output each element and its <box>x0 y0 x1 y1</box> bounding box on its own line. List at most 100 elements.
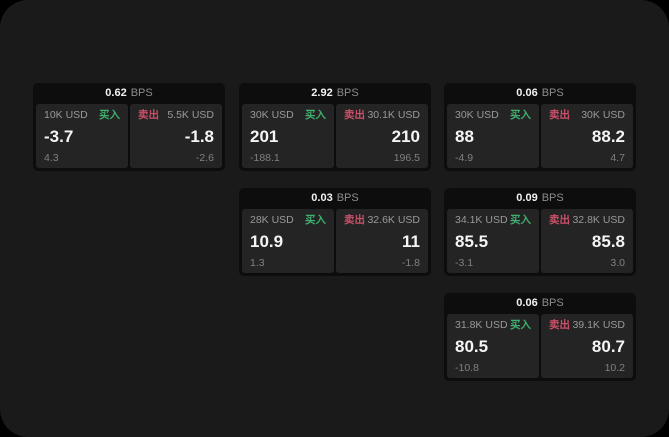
buy-price: -3.7 <box>44 126 74 146</box>
buy-panel-header: 30K USD 买入 <box>455 110 531 121</box>
sell-amount: 32.6K USD <box>367 214 420 226</box>
sell-sub-value: -2.6 <box>195 151 214 164</box>
buy-price: 85.5 <box>455 231 489 251</box>
sell-panel-header: 卖出 5.5K USD <box>138 110 214 121</box>
sell-side-label: 卖出 <box>549 109 570 121</box>
buy-panel[interactable]: 30K USD 买入 88 -4.9 <box>447 104 539 168</box>
buy-panel[interactable]: 34.1K USD 买入 85.5 -3.1 <box>447 209 539 273</box>
bps-value: 0.62 <box>105 87 127 99</box>
buy-panel-header: 30K USD 买入 <box>250 110 326 121</box>
quote-card[interactable]: 0.62 BPS 10K USD 买入 -3.7 4.3 卖出 5.5K USD… <box>33 83 225 171</box>
card-header: 2.92 BPS <box>239 83 431 104</box>
sell-side-label: 卖出 <box>344 109 365 121</box>
sell-panel-header: 卖出 32.8K USD <box>549 215 625 226</box>
buy-amount: 30K USD <box>250 109 294 121</box>
card-body: 30K USD 买入 201 -188.1 卖出 30.1K USD 210 1… <box>239 104 431 171</box>
sell-side-label: 卖出 <box>344 214 365 226</box>
bps-value: 0.06 <box>516 297 538 309</box>
sell-price: 88.2 <box>591 126 625 146</box>
card-header: 0.06 BPS <box>444 83 636 104</box>
bps-value: 0.06 <box>516 87 538 99</box>
card-header: 0.62 BPS <box>33 83 225 104</box>
buy-price: 88 <box>455 126 474 146</box>
buy-side-label: 买入 <box>510 214 531 226</box>
sell-panel-header: 卖出 30.1K USD <box>344 110 420 121</box>
sell-amount: 30K USD <box>581 109 625 121</box>
sell-panel-header: 卖出 30K USD <box>549 110 625 121</box>
buy-panel[interactable]: 31.8K USD 买入 80.5 -10.8 <box>447 314 539 378</box>
quote-card[interactable]: 2.92 BPS 30K USD 买入 201 -188.1 卖出 30.1K … <box>239 83 431 171</box>
quote-card[interactable]: 0.03 BPS 28K USD 买入 10.9 1.3 卖出 32.6K US… <box>239 188 431 276</box>
buy-price: 10.9 <box>250 231 284 251</box>
buy-amount: 10K USD <box>44 109 88 121</box>
bps-unit-label: BPS <box>541 297 564 309</box>
buy-panel-header: 10K USD 买入 <box>44 110 120 121</box>
sell-panel[interactable]: 卖出 32.8K USD 85.8 3.0 <box>541 209 633 273</box>
sell-sub-value: 3.0 <box>610 256 625 269</box>
card-header: 0.06 BPS <box>444 293 636 314</box>
card-header: 0.09 BPS <box>444 188 636 209</box>
sell-amount: 30.1K USD <box>367 109 420 121</box>
sell-price: 210 <box>391 126 420 146</box>
buy-panel[interactable]: 10K USD 买入 -3.7 4.3 <box>36 104 128 168</box>
bps-unit-label: BPS <box>130 87 153 99</box>
buy-amount: 34.1K USD <box>455 214 508 226</box>
buy-panel-header: 28K USD 买入 <box>250 215 326 226</box>
bps-value: 0.09 <box>516 192 538 204</box>
buy-sub-value: 4.3 <box>44 151 59 164</box>
sell-sub-value: 10.2 <box>604 361 625 374</box>
bps-unit-label: BPS <box>541 192 564 204</box>
card-body: 30K USD 买入 88 -4.9 卖出 30K USD 88.2 4.7 <box>444 104 636 171</box>
buy-amount: 28K USD <box>250 214 294 226</box>
bps-unit-label: BPS <box>541 87 564 99</box>
buy-sub-value: 1.3 <box>250 256 265 269</box>
buy-side-label: 买入 <box>510 319 531 331</box>
sell-amount: 39.1K USD <box>572 319 625 331</box>
sell-side-label: 卖出 <box>549 214 570 226</box>
quote-card[interactable]: 0.06 BPS 30K USD 买入 88 -4.9 卖出 30K USD 8… <box>444 83 636 171</box>
sell-panel[interactable]: 卖出 39.1K USD 80.7 10.2 <box>541 314 633 378</box>
sell-amount: 5.5K USD <box>167 109 214 121</box>
sell-panel-header: 卖出 32.6K USD <box>344 215 420 226</box>
quote-card[interactable]: 0.06 BPS 31.8K USD 买入 80.5 -10.8 卖出 39.1… <box>444 293 636 381</box>
sell-price: 80.7 <box>591 336 625 356</box>
buy-side-label: 买入 <box>510 109 531 121</box>
buy-sub-value: -4.9 <box>455 151 474 164</box>
sell-side-label: 卖出 <box>138 109 159 121</box>
card-body: 28K USD 买入 10.9 1.3 卖出 32.6K USD 11 -1.8 <box>239 209 431 276</box>
card-body: 34.1K USD 买入 85.5 -3.1 卖出 32.8K USD 85.8… <box>444 209 636 276</box>
card-body: 31.8K USD 买入 80.5 -10.8 卖出 39.1K USD 80.… <box>444 314 636 381</box>
sell-panel[interactable]: 卖出 5.5K USD -1.8 -2.6 <box>130 104 222 168</box>
card-body: 10K USD 买入 -3.7 4.3 卖出 5.5K USD -1.8 -2.… <box>33 104 225 171</box>
buy-sub-value: -10.8 <box>455 361 479 374</box>
bps-unit-label: BPS <box>336 87 359 99</box>
card-header: 0.03 BPS <box>239 188 431 209</box>
buy-panel-header: 34.1K USD 买入 <box>455 215 531 226</box>
sell-panel[interactable]: 卖出 32.6K USD 11 -1.8 <box>336 209 428 273</box>
buy-panel[interactable]: 28K USD 买入 10.9 1.3 <box>242 209 334 273</box>
buy-price: 80.5 <box>455 336 489 356</box>
buy-side-label: 买入 <box>305 214 326 226</box>
sell-sub-value: 4.7 <box>610 151 625 164</box>
buy-sub-value: -188.1 <box>250 151 280 164</box>
bps-value: 0.03 <box>311 192 333 204</box>
buy-side-label: 买入 <box>305 109 326 121</box>
sell-sub-value: -1.8 <box>401 256 420 269</box>
sell-panel[interactable]: 卖出 30K USD 88.2 4.7 <box>541 104 633 168</box>
buy-amount: 31.8K USD <box>455 319 508 331</box>
sell-panel[interactable]: 卖出 30.1K USD 210 196.5 <box>336 104 428 168</box>
buy-side-label: 买入 <box>99 109 120 121</box>
quote-card[interactable]: 0.09 BPS 34.1K USD 买入 85.5 -3.1 卖出 32.8K… <box>444 188 636 276</box>
sell-price: 85.8 <box>591 231 625 251</box>
buy-amount: 30K USD <box>455 109 499 121</box>
sell-amount: 32.8K USD <box>572 214 625 226</box>
bps-unit-label: BPS <box>336 192 359 204</box>
buy-panel[interactable]: 30K USD 买入 201 -188.1 <box>242 104 334 168</box>
sell-price: -1.8 <box>184 126 214 146</box>
buy-panel-header: 31.8K USD 买入 <box>455 320 531 331</box>
bps-value: 2.92 <box>311 87 333 99</box>
sell-side-label: 卖出 <box>549 319 570 331</box>
sell-sub-value: 196.5 <box>393 151 420 164</box>
sell-panel-header: 卖出 39.1K USD <box>549 320 625 331</box>
